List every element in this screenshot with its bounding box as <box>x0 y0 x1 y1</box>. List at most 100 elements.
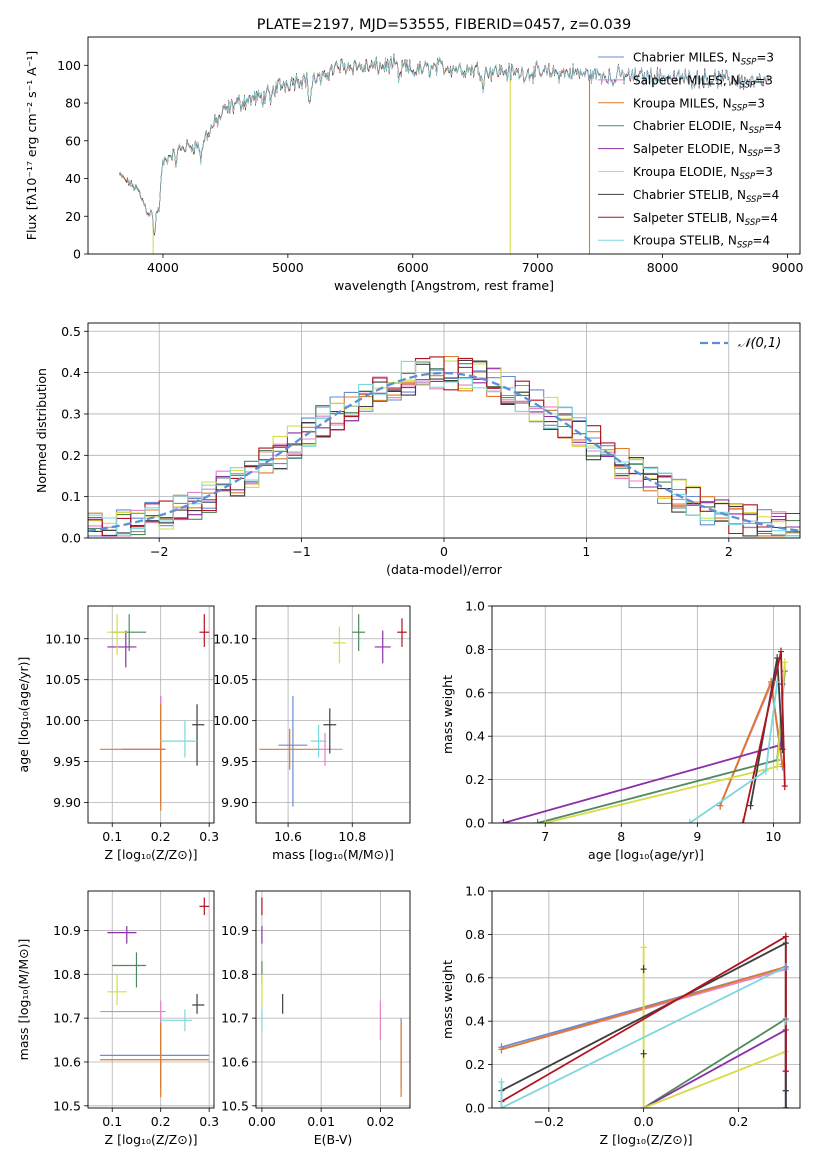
legend-label: Kroupa MILES, N <box>633 96 732 110</box>
x-tick-label: 4000 <box>147 260 179 275</box>
legend-sub: SSP <box>732 103 748 113</box>
spectrum-line-8 <box>118 54 770 234</box>
x-tick-label: 7000 <box>522 260 554 275</box>
x-tick-label: 0.00 <box>248 1114 276 1129</box>
y-axis-label: mass weight <box>440 960 455 1039</box>
axes-frame <box>255 605 411 824</box>
y-tick-label: 10.9 <box>221 923 249 938</box>
legend-sub: SSP <box>749 126 765 136</box>
x-tick-label: 0.2 <box>151 829 171 844</box>
y-tick-label: 0.2 <box>465 1057 485 1072</box>
y-tick-label: 80 <box>65 96 81 111</box>
legend-label: Salpeter ELODIE, N <box>633 142 747 156</box>
plot-area <box>100 614 210 811</box>
plot-area <box>118 53 770 254</box>
legend-entry-0: Chabrier MILES, NSSP=3 <box>633 51 774 68</box>
panel-weight_vs_age: 7 8 9 10 0.0 0.2 0.4 0.6 0.8 1.0 age [log₁₀(age/yr… <box>440 599 801 862</box>
x-axis-label: mass [log₁₀(M/M⊙)] <box>272 847 394 862</box>
axes-frame <box>87 605 215 824</box>
legend-sub: SSP <box>746 195 762 205</box>
y-tick-label: 0 <box>73 247 81 262</box>
legend-suffix: =4 <box>762 188 780 202</box>
x-axis-label: E(B-V) <box>314 1132 353 1147</box>
axes-frame <box>87 322 801 539</box>
legend-suffix: =3 <box>755 73 773 87</box>
axes-frame <box>87 890 215 1109</box>
panel-age_vs_Z: 0.1 0.2 0.3 9.90 9.95 10.00 10.05 10.10 Z [log₁₀… <box>16 605 219 862</box>
y-tick-label: 10.7 <box>53 1011 81 1026</box>
y-tick-label: 20 <box>65 209 81 224</box>
x-tick-label: 6000 <box>397 260 429 275</box>
y-axis-label: Flux [fλ10⁻¹⁷ erg cm⁻² s⁻¹ A⁻¹] <box>24 51 39 240</box>
legend-entry-8: Kroupa STELIB, NSSP=4 <box>633 234 770 251</box>
legend-entry-5: Kroupa ELODIE, NSSP=3 <box>633 165 773 182</box>
legend-suffix: =3 <box>763 142 781 156</box>
x-tick-label: 10 <box>765 829 781 844</box>
chart-title: PLATE=2197, MJD=53555, FIBERID=0457, z=0… <box>257 17 631 33</box>
y-tick-label: 10.10 <box>213 631 249 646</box>
legend-suffix: =4 <box>760 211 778 225</box>
legend-sub: SSP <box>737 241 753 251</box>
y-tick-label: 40 <box>65 171 81 186</box>
x-tick-label: 0.2 <box>151 1114 171 1129</box>
y-tick-label: 10.10 <box>45 631 81 646</box>
legend-suffix: =3 <box>747 96 765 110</box>
y-tick-label: 0.0 <box>61 531 81 546</box>
y-tick-label: 10.6 <box>53 1054 81 1069</box>
x-tick-label: 9000 <box>772 260 804 275</box>
legend-suffix: =4 <box>764 119 782 133</box>
x-tick-label: 5000 <box>272 260 304 275</box>
y-axis-label: age [log₁₀(age/yr)] <box>16 657 31 773</box>
legend-entry-3: Chabrier ELODIE, NSSP=4 <box>633 119 782 136</box>
legend-label: Chabrier ELODIE, N <box>633 119 749 133</box>
y-tick-label: 9.95 <box>53 754 81 769</box>
plot-area <box>500 647 788 823</box>
legend-entry-6: Chabrier STELIB, NSSP=4 <box>633 188 779 205</box>
y-tick-label: 10.6 <box>221 1054 249 1069</box>
x-tick-label: 7 <box>541 829 549 844</box>
legend-label: Salpeter STELIB, N <box>633 211 745 225</box>
x-tick-label: 2 <box>725 544 733 559</box>
y-tick-label: 0.8 <box>465 642 485 657</box>
y-tick-label: 100 <box>57 58 81 73</box>
histogram-7 <box>88 356 800 536</box>
y-tick-label: 0.0 <box>465 1101 485 1116</box>
legend-sub: SSP <box>740 80 756 90</box>
legend-label: Kroupa ELODIE, N <box>633 165 740 179</box>
legend-sub: SSP <box>747 149 763 159</box>
y-tick-label: 0.4 <box>465 1014 485 1029</box>
panel-weight_vs_Z: −0.2 0.0 0.2 0.0 0.2 0.4 0.6 0.8 1.0 Z [log₁₀(Z/Z… <box>440 884 801 1147</box>
x-tick-label: 0.3 <box>199 1114 219 1129</box>
histogram-2 <box>88 355 800 537</box>
axes-frame <box>491 605 801 824</box>
x-axis-label: age [log₁₀(age/yr)] <box>588 847 704 862</box>
x-tick-label: 0.02 <box>366 1114 394 1129</box>
y-tick-label: 10.05 <box>45 672 81 687</box>
x-tick-label: 10.6 <box>274 829 302 844</box>
panel-spectrum: 4000 5000 6000 7000 8000 9000 0 20 40 60 80 100 wave… <box>24 17 803 293</box>
legend-suffix: =3 <box>755 165 773 179</box>
y-tick-label: 9.95 <box>221 754 249 769</box>
x-tick-label: 0.3 <box>199 829 219 844</box>
spectrum-line-4 <box>118 53 511 235</box>
x-tick-label: 1 <box>582 544 590 559</box>
legend-entry-7: Salpeter STELIB, NSSP=4 <box>633 211 778 228</box>
y-tick-label: 10.8 <box>53 967 81 982</box>
y-tick-label: 0.8 <box>465 927 485 942</box>
y-axis-label: mass [log₁₀(M/M⊙)] <box>16 939 31 1061</box>
weight-line-8 <box>500 966 787 1108</box>
x-axis-label: Z [log₁₀(Z/Z⊙)] <box>105 847 198 862</box>
plot-area <box>261 897 402 1098</box>
y-tick-label: 10.5 <box>221 1098 249 1113</box>
weight-line-5 <box>642 947 787 1108</box>
x-tick-label: −1 <box>292 544 310 559</box>
x-tick-label: 0.1 <box>102 829 122 844</box>
x-tick-label: 10.8 <box>338 829 366 844</box>
y-tick-label: 10.00 <box>213 713 249 728</box>
panel-mass_vs_ebv: 0.00 0.01 0.02 10.5 10.6 10.7 10.8 10.9 E(B-V) <box>221 890 411 1147</box>
y-tick-label: 60 <box>65 133 81 148</box>
spectrum-line-3 <box>119 55 511 236</box>
y-tick-label: 0.6 <box>465 970 485 985</box>
axes-frame <box>87 36 801 255</box>
